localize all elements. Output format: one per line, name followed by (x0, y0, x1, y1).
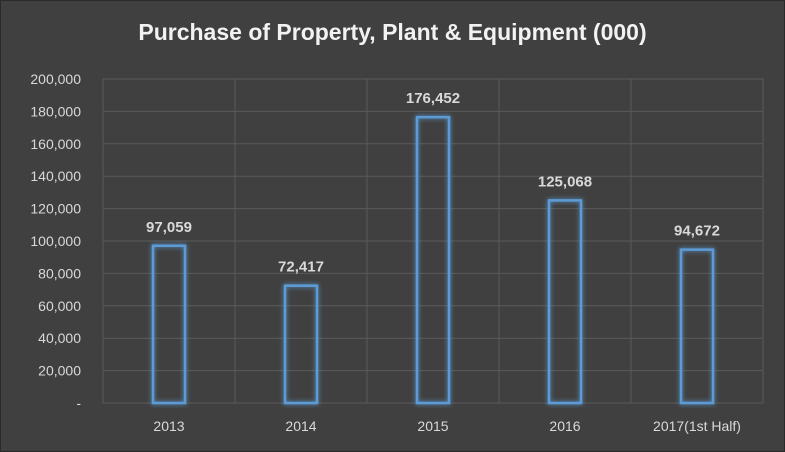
x-tick-label: 2016 (549, 418, 580, 434)
y-tick-label: 120,000 (30, 201, 81, 217)
y-axis: - 20,000 40,000 60,000 80,000 100,000 120,000 1… (30, 71, 81, 411)
bar (283, 284, 319, 405)
x-tick-label: 2014 (285, 418, 316, 434)
data-label: 176,452 (406, 90, 460, 107)
y-tick-label: 140,000 (30, 168, 81, 184)
y-tick-label: 40,000 (38, 330, 81, 346)
y-tick-label: 80,000 (38, 265, 81, 281)
y-tick-label: 20,000 (38, 363, 81, 379)
x-axis: 2013 2014 2015 2016 2017(1st Half) (153, 418, 741, 434)
data-label: 72,417 (278, 259, 324, 276)
y-tick-label: 180,000 (30, 103, 81, 119)
gridlines (102, 78, 764, 404)
y-tick-label: - (76, 395, 81, 411)
x-tick-label: 2013 (153, 418, 184, 434)
bar (547, 199, 583, 405)
data-label: 97,059 (146, 219, 192, 236)
data-label: 94,672 (674, 223, 720, 240)
data-labels: 97,059 72,417 176,452 125,068 94,672 (146, 90, 720, 276)
chart-title: Purchase of Property, Plant & Equipment … (138, 19, 647, 45)
y-tick-label: 200,000 (30, 71, 81, 87)
x-tick-label: 2017(1st Half) (653, 418, 741, 434)
data-label: 125,068 (538, 173, 592, 190)
bar (679, 248, 715, 405)
y-tick-label: 60,000 (38, 298, 81, 314)
x-tick-label: 2015 (417, 418, 448, 434)
y-tick-label: 100,000 (30, 233, 81, 249)
bars (151, 115, 715, 405)
bar (151, 244, 187, 405)
bar (415, 115, 451, 405)
y-tick-label: 160,000 (30, 136, 81, 152)
